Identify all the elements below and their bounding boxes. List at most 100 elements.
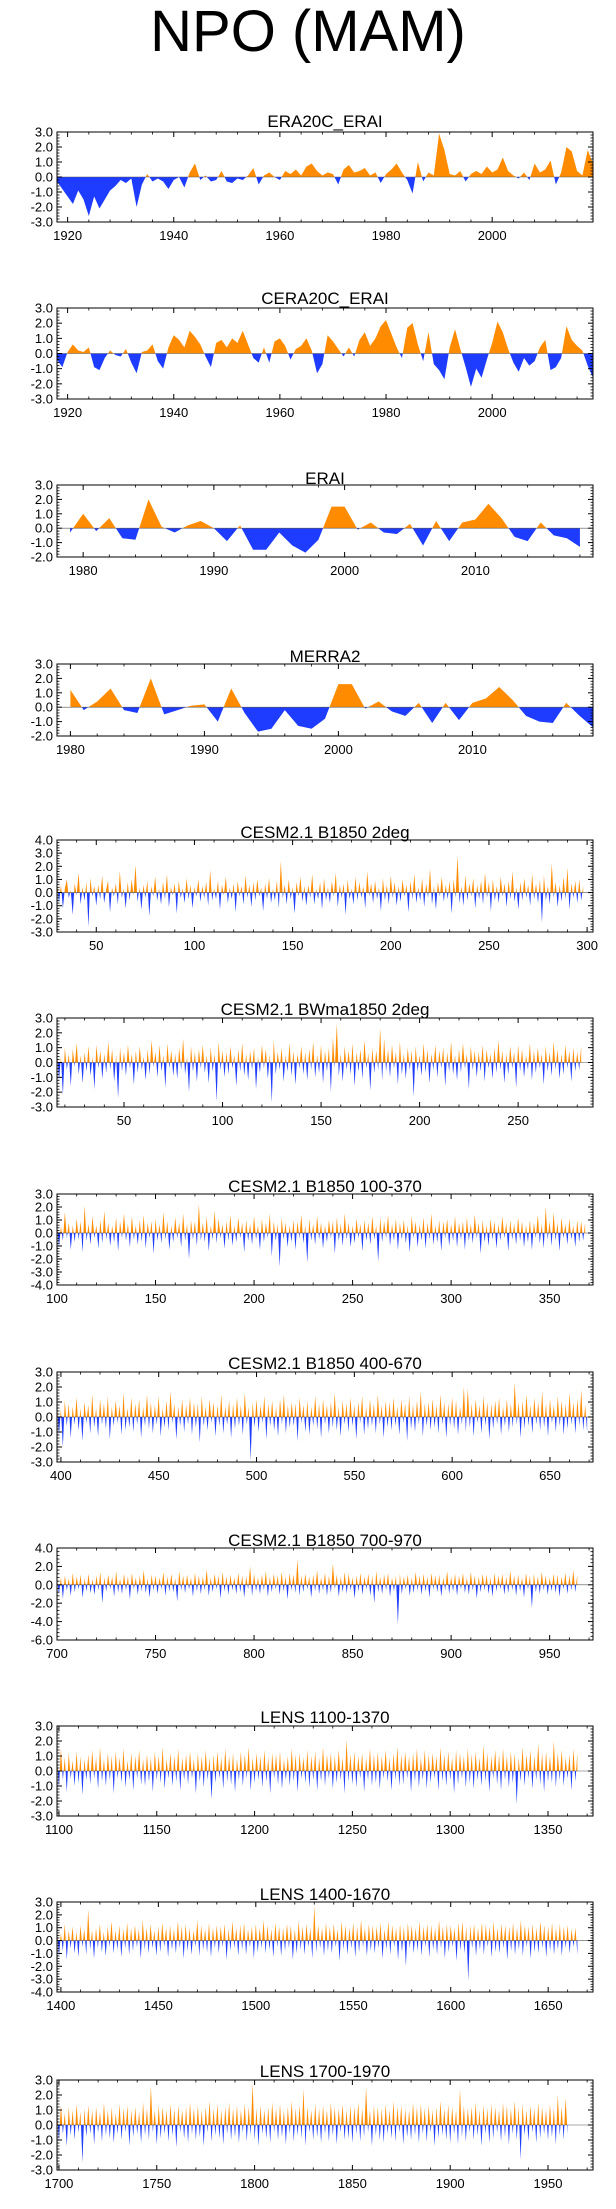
y-tick-label: -2.0 [31, 1794, 53, 1809]
y-tick-label: 2.0 [35, 859, 53, 874]
y-tick-label: 3.0 [35, 1187, 53, 1202]
positive-area [57, 1559, 578, 1585]
plot-frame [56, 1901, 594, 1993]
positive-area [70, 499, 580, 529]
y-tick-label: -2.0 [31, 200, 53, 215]
chart-panel-2: CERA20C_ERAI 3.02.01.00.0-1.0-2.0-3.01920… [31, 289, 594, 420]
chart-title: CESM2.1 B1850 400-670 [228, 1354, 422, 1373]
y-tick-label: -3.0 [31, 1972, 53, 1987]
x-tick-label: 200 [243, 1291, 265, 1306]
x-tick-label: 650 [539, 1468, 561, 1483]
y-tick-label: -3.0 [31, 215, 53, 230]
y-tick-label: 2.0 [35, 1200, 53, 1215]
x-tick-label: 150 [282, 938, 304, 953]
y-tick-label: 3.0 [35, 301, 53, 316]
y-tick-label: 2.0 [35, 492, 53, 507]
negative-area [57, 1771, 578, 1804]
chart-title: CESM2.1 B1850 2deg [240, 823, 409, 842]
y-tick-label: 1.0 [35, 506, 53, 521]
x-tick-label: 200 [380, 938, 402, 953]
x-tick-label: 1850 [338, 2176, 367, 2191]
y-tick-label: -4.0 [31, 1614, 53, 1629]
chart-panel-12: LENS 1700-19703.02.01.00.0-1.0-2.0-3.017… [31, 2062, 594, 2191]
positive-area [57, 855, 584, 893]
y-tick-label: 1.0 [35, 872, 53, 887]
y-tick-label: -2.0 [31, 1596, 53, 1611]
x-tick-label: 1450 [144, 1998, 173, 2013]
x-tick-label: 50 [117, 1113, 131, 1128]
y-tick-label: 1.0 [35, 685, 53, 700]
chart-title: ERAI [305, 469, 345, 488]
chart-panel-10: LENS 1100-13703.02.01.00.0-1.0-2.0-3.011… [31, 1708, 594, 1837]
x-tick-label: 950 [539, 1646, 561, 1661]
x-tick-label: 1920 [53, 228, 82, 243]
y-tick-label: 4.0 [35, 833, 53, 848]
y-tick-label: 1.0 [35, 1395, 53, 1410]
x-tick-label: 1500 [241, 1998, 270, 2013]
chart-title: LENS 1400-1670 [260, 1885, 390, 1904]
y-tick-label: 1.0 [35, 1040, 53, 1055]
x-tick-label: 50 [89, 938, 103, 953]
x-tick-label: 900 [440, 1646, 462, 1661]
negative-area [57, 2125, 568, 2163]
y-tick-label: -2.0 [31, 729, 53, 744]
y-tick-label: -3.0 [31, 392, 53, 407]
chart-panel-8: CESM2.1 B1850 400-670 3.02.01.00.0-1.0-2.… [31, 1354, 594, 1483]
y-tick-label: -2.0 [31, 2148, 53, 2163]
x-tick-label: 2000 [478, 228, 507, 243]
x-tick-label: 800 [243, 1646, 265, 1661]
y-tick-label: 0.0 [35, 1933, 53, 1948]
x-tick-label: 1750 [142, 2176, 171, 2191]
y-tick-label: 1.0 [35, 1920, 53, 1935]
y-tick-label: -1.0 [31, 1239, 53, 1254]
positive-area [70, 678, 593, 708]
x-tick-label: 1920 [53, 405, 82, 420]
y-tick-label: 2.0 [35, 316, 53, 331]
y-tick-label: -1.0 [31, 898, 53, 913]
y-tick-label: 0.0 [35, 521, 53, 536]
y-tick-label: 3.0 [35, 1365, 53, 1380]
y-tick-label: 3.0 [35, 125, 53, 140]
x-tick-label: 850 [342, 1646, 364, 1661]
y-tick-label: 4.0 [35, 1541, 53, 1556]
x-tick-label: 1400 [46, 1998, 75, 2013]
negative-area [57, 1062, 582, 1103]
x-tick-label: 100 [212, 1113, 234, 1128]
x-tick-label: 1300 [436, 1822, 465, 1837]
x-tick-label: 1600 [436, 1998, 465, 2013]
y-tick-label: 2.0 [35, 1380, 53, 1395]
y-tick-label: -1.0 [31, 535, 53, 550]
y-tick-label: -3.0 [31, 1455, 53, 1470]
y-tick-label: -3.0 [31, 925, 53, 940]
chart-panel-5: CESM2.1 B1850 2deg 4.03.02.01.00.0-1.0-2.… [31, 823, 598, 953]
x-tick-label: 1980 [69, 563, 98, 578]
y-tick-label: 1.0 [35, 331, 53, 346]
y-tick-label: -2.0 [31, 1252, 53, 1267]
y-tick-label: 1.0 [35, 1749, 53, 1764]
y-tick-label: 2.0 [35, 671, 53, 686]
y-tick-label: 3.0 [35, 1719, 53, 1734]
chart-title: CERA20C_ERAI [261, 289, 389, 308]
y-tick-label: 3.0 [35, 478, 53, 493]
plot-frame [56, 663, 594, 737]
y-tick-label: -2.0 [31, 1085, 53, 1100]
x-tick-label: 1980 [372, 228, 401, 243]
y-tick-label: 0.0 [35, 1226, 53, 1241]
y-tick-label: 0.0 [35, 885, 53, 900]
x-tick-label: 300 [576, 938, 598, 953]
y-tick-label: -1.0 [31, 714, 53, 729]
negative-area [57, 1584, 577, 1625]
x-tick-label: 1100 [45, 1822, 73, 1837]
y-tick-label: 0.0 [35, 1055, 53, 1070]
y-tick-label: 2.0 [35, 1734, 53, 1749]
y-tick-label: -1.0 [31, 1070, 53, 1085]
y-tick-label: -1.0 [31, 1946, 53, 1961]
x-tick-label: 550 [343, 1468, 365, 1483]
chart-title: LENS 1100-1370 [260, 1708, 389, 1727]
x-tick-label: 250 [478, 938, 500, 953]
x-tick-label: 1990 [199, 563, 228, 578]
x-tick-label: 400 [50, 1468, 72, 1483]
y-tick-label: -3.0 [31, 2163, 53, 2178]
